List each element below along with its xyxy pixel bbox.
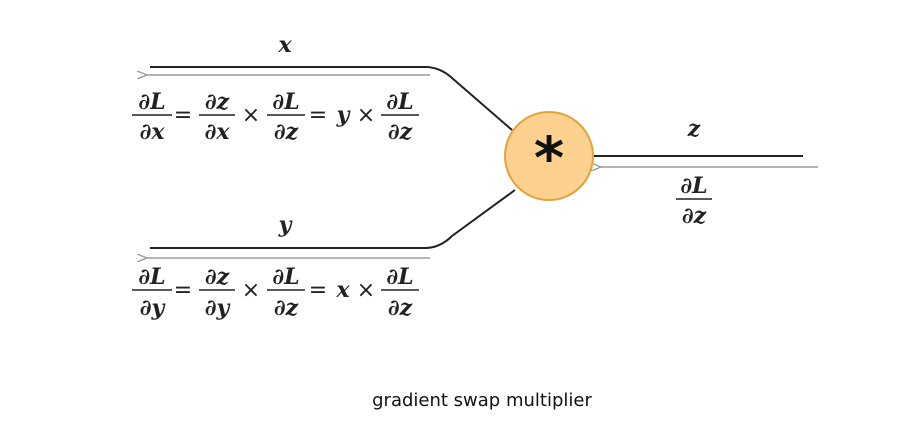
fraction-numerator: ∂z [205,89,230,115]
multiply-symbol: * [534,124,564,192]
fraction-denominator: ∂x [205,119,231,145]
times-sign: × [242,103,260,128]
fraction-denominator: ∂x [140,119,166,145]
fraction-numerator: ∂L [272,89,299,115]
fraction-numerator: ∂L [138,264,165,290]
x-label: x [277,32,292,58]
swap-variable: y [336,102,352,128]
x-input-wire [150,66,513,131]
fraction-denominator: ∂z [388,119,413,145]
times-sign: × [242,278,260,303]
fraction-numerator: ∂L [386,264,413,290]
y-input-wire [150,189,516,249]
upstream-gradient-fraction: ∂L ∂z [676,173,712,229]
fraction-numerator: ∂L [138,89,165,115]
times-sign: × [357,103,375,128]
equals-sign: = [174,278,192,303]
fraction-denominator: ∂y [140,295,167,321]
equals-sign: = [309,278,327,303]
swap-variable: x [335,277,350,303]
fraction-numerator: ∂L [680,173,707,199]
fraction-denominator: ∂y [205,295,232,321]
equals-sign: = [174,103,192,128]
fraction-denominator: ∂z [274,295,299,321]
multiply-node [504,111,594,201]
z-label: z [687,116,701,142]
x-gradient-equation: ∂L ∂x = ∂z ∂x × ∂L ∂z = y × ∂L ∂z [132,89,419,145]
figure-caption: gradient swap multiplier [372,390,592,411]
y-gradient-equation: ∂L ∂y = ∂z ∂y × ∂L ∂z = x × ∂L ∂z [132,264,419,321]
fraction-denominator: ∂z [274,119,299,145]
fraction-denominator: ∂z [682,203,707,229]
fraction-numerator: ∂L [272,264,299,290]
fraction-denominator: ∂z [388,295,413,321]
fraction-numerator: ∂L [386,89,413,115]
equals-sign: = [309,103,327,128]
times-sign: × [357,278,375,303]
fraction-numerator: ∂z [205,264,230,290]
y-label: y [278,212,294,238]
